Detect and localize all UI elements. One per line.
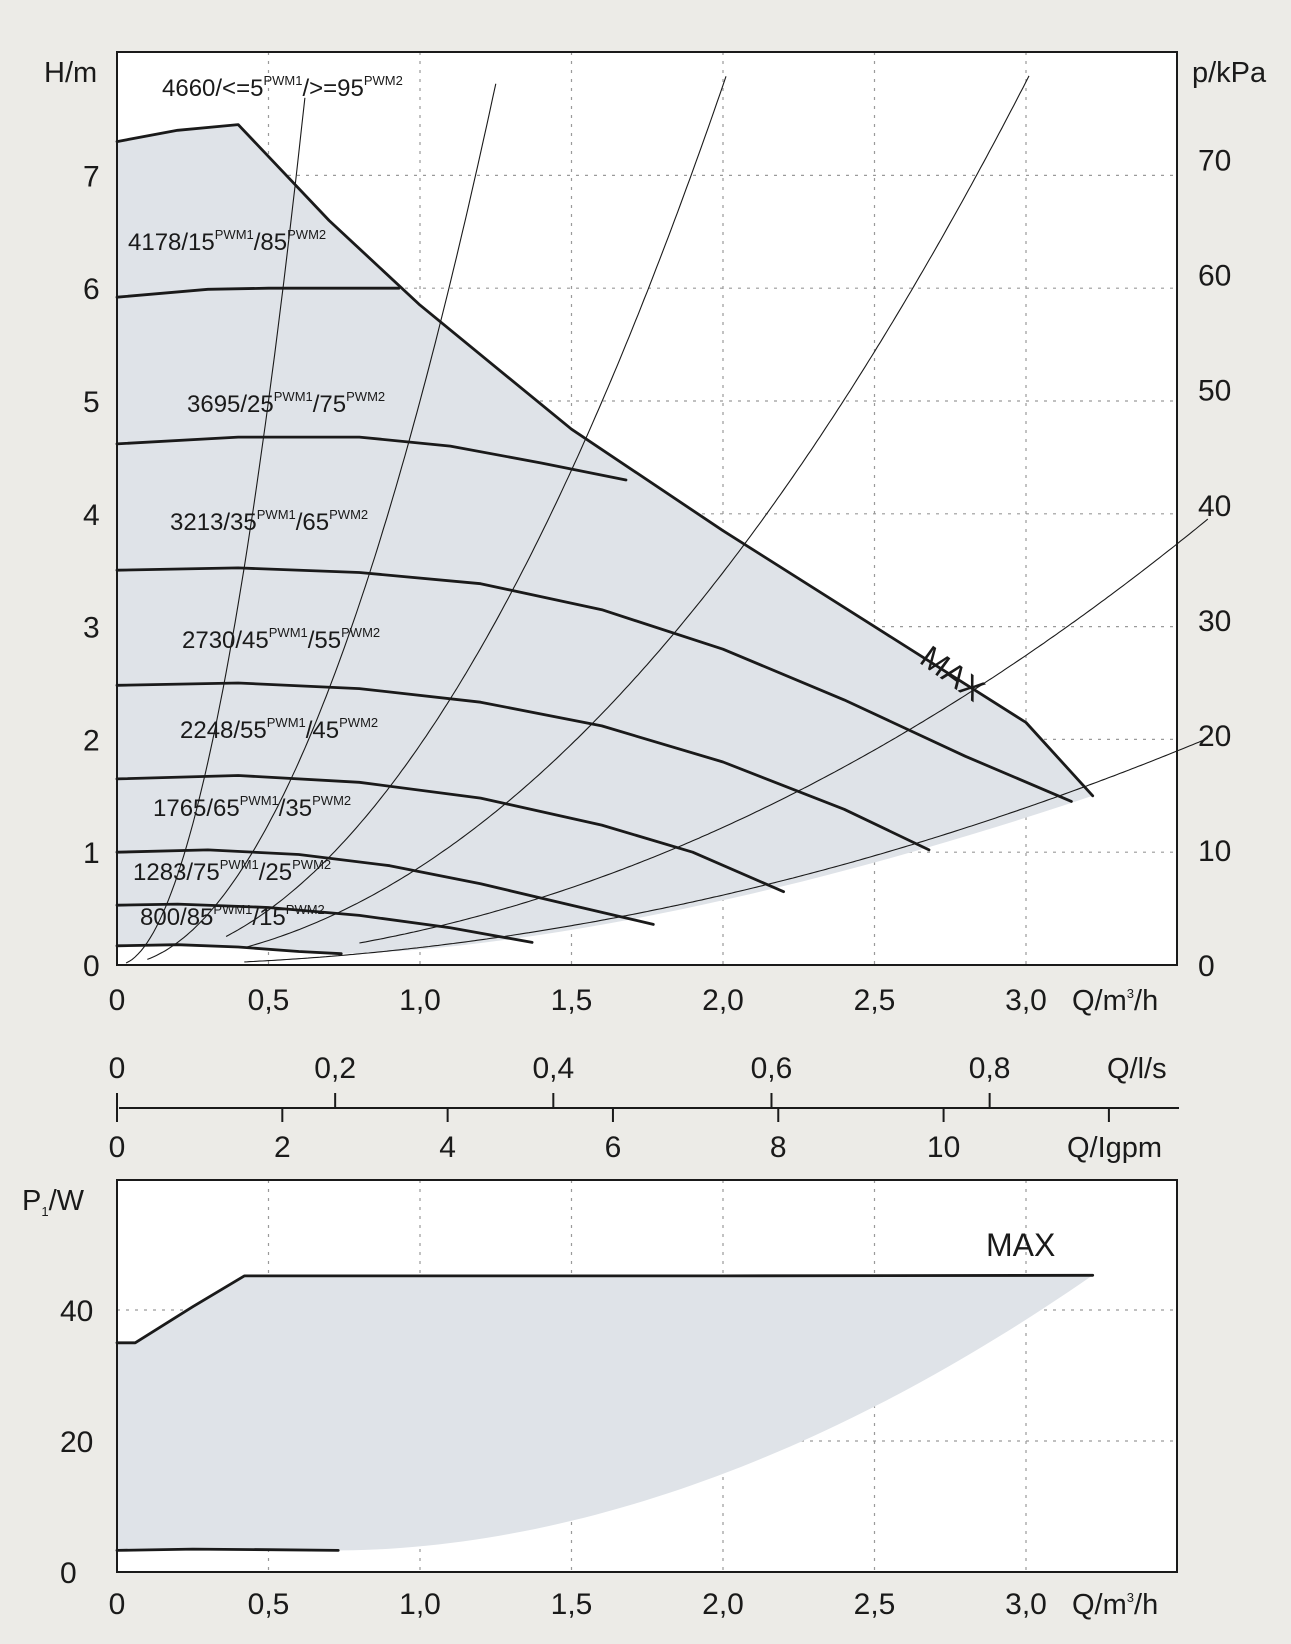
power-x-ticks: 0 0,5 1,0 1,5 2,0 2,5 3,0 [109, 1588, 1047, 1621]
ls-scale-ticks: 0 0,2 0,4 0,6 0,8 [109, 1052, 1011, 1085]
x-tick-label: 1,5 [551, 984, 593, 1017]
system-curve [147, 83, 497, 960]
system-curve [359, 518, 1209, 944]
power-y-tick-label: 20 [60, 1426, 93, 1459]
power-curve [115, 1273, 1095, 1345]
head-curve [115, 902, 534, 944]
operating-region [117, 124, 1093, 954]
head-curve [115, 681, 931, 852]
pressure-y-ticks: 0 10 20 30 40 50 60 70 [1198, 145, 1231, 983]
curve-label: 1283/75PWM1/25PWM2 [133, 857, 331, 886]
head-curve [115, 123, 1095, 798]
x-tick-label: 2,5 [854, 984, 896, 1017]
power-curve [115, 1547, 340, 1552]
igpm-scale-ticks: 0 2 4 6 8 10 [109, 1131, 961, 1164]
head-curve [115, 286, 401, 299]
igpm-tick-label: 6 [605, 1131, 622, 1164]
head-curve [115, 774, 785, 894]
y-tick-label: 5 [83, 386, 100, 419]
curve-label: 4178/15PWM1/85PWM2 [128, 227, 326, 256]
power-y-tick-label: 40 [60, 1295, 93, 1328]
igpm-tick-label: 2 [274, 1131, 291, 1164]
secondary-flow-scales: 0 0,2 0,4 0,6 0,8 Q/l/s 0 2 4 6 8 10 Q/Igpm [109, 1052, 1179, 1164]
ls-axis-title: Q/l/s [1107, 1053, 1167, 1085]
curve-label: 3213/35PWM1/65PWM2 [170, 507, 368, 536]
ls-tick-label: 0,4 [532, 1052, 574, 1085]
x-tick-label: 1,0 [399, 984, 441, 1017]
power-x-tick-label: 0,5 [248, 1588, 290, 1621]
head-curve [115, 566, 1073, 803]
flow-axis-title-top: Q/m3/h [1072, 985, 1158, 1017]
y-tick-label: 7 [83, 160, 100, 193]
x-tick-label: 3,0 [1005, 984, 1047, 1017]
curve-label: 2730/45PWM1/55PWM2 [182, 625, 380, 654]
power-x-tick-label: 1,5 [551, 1588, 593, 1621]
y-tick-label: 0 [83, 950, 100, 983]
power-y-ticks: 0 20 40 [60, 1295, 93, 1590]
system-curve [125, 97, 306, 964]
y2-tick-label: 20 [1198, 720, 1231, 753]
power-x-tick-label: 0 [109, 1588, 126, 1621]
head-curve [115, 435, 628, 482]
y2-tick-label: 0 [1198, 950, 1215, 983]
flow-x-ticks: 0 0,5 1,0 1,5 2,0 2,5 3,0 [109, 984, 1047, 1017]
head-plot-frame [116, 51, 1178, 966]
igpm-axis-title: Q/Igpm [1067, 1132, 1162, 1164]
scale-tick-marks [116, 1093, 1110, 1122]
power-x-tick-label: 2,5 [854, 1588, 896, 1621]
y2-tick-label: 50 [1198, 375, 1231, 408]
power-x-tick-label: 3,0 [1005, 1588, 1047, 1621]
system-curve [244, 75, 1030, 949]
power-x-tick-label: 1,0 [399, 1588, 441, 1621]
x-tick-label: 2,0 [702, 984, 744, 1017]
y2-tick-label: 70 [1198, 145, 1231, 178]
y-tick-label: 1 [83, 837, 100, 870]
max-power-label: MAX [986, 1227, 1055, 1263]
flow-axis-title-bottom: Q/m3/h [1072, 1589, 1158, 1621]
igpm-tick-label: 4 [439, 1131, 456, 1164]
power-y-tick-label: 0 [60, 1557, 77, 1590]
head-curves [115, 123, 1095, 956]
y-tick-label: 6 [83, 273, 100, 306]
y2-tick-label: 60 [1198, 260, 1231, 293]
x-tick-label: 0,5 [248, 984, 290, 1017]
system-curve [225, 76, 727, 937]
y2-tick-label: 40 [1198, 490, 1231, 523]
y2-tick-label: 10 [1198, 835, 1231, 868]
y2-tick-label: 30 [1198, 605, 1231, 638]
igpm-tick-label: 8 [770, 1131, 787, 1164]
system-curves [125, 75, 1209, 964]
curve-label: 4660/<=5PWM1/>=95PWM2 [162, 73, 403, 102]
igpm-tick-label: 10 [927, 1131, 960, 1164]
curve-label: 3695/25PWM1/75PWM2 [187, 389, 385, 418]
ls-tick-label: 0,2 [314, 1052, 356, 1085]
power-region [117, 1275, 1093, 1551]
power-curves [115, 1273, 1095, 1552]
ls-tick-label: 0,8 [969, 1052, 1011, 1085]
ls-tick-label: 0,6 [751, 1052, 793, 1085]
head-axis-title: H/m [44, 57, 97, 89]
curve-label: 1765/65PWM1/35PWM2 [153, 793, 351, 822]
igpm-tick-label: 0 [109, 1131, 126, 1164]
curve-label: 800/85PWM1/15PWM2 [140, 902, 325, 931]
power-chart-panel: 0 20 40 0 0,5 1,0 1,5 2,0 2,5 3,0 P1/W Q/m3/h MA… [22, 1179, 1178, 1621]
head-y-ticks: 0 1 2 3 4 5 6 7 [83, 160, 100, 983]
x-tick-label: 0 [109, 984, 126, 1017]
power-plot-frame [116, 1179, 1178, 1573]
curve-label: 2248/55PWM1/45PWM2 [180, 715, 378, 744]
y-tick-label: 3 [83, 612, 100, 645]
head-curve [115, 848, 655, 926]
ls-tick-label: 0 [109, 1052, 126, 1085]
pressure-axis-title: p/kPa [1192, 57, 1267, 89]
head-curve [115, 943, 343, 956]
system-curve [244, 737, 1209, 963]
head-chart-panel: 4660/<=5PWM1/>=95PWM2 4178/15PWM1/85PWM2 3… [44, 51, 1267, 1017]
y-tick-label: 2 [83, 724, 100, 757]
power-axis-title: P1/W [22, 1185, 85, 1219]
power-x-tick-label: 2,0 [702, 1588, 744, 1621]
y-tick-label: 4 [83, 499, 100, 532]
curve-labels: 4660/<=5PWM1/>=95PWM2 4178/15PWM1/85PWM2 3… [128, 73, 403, 931]
